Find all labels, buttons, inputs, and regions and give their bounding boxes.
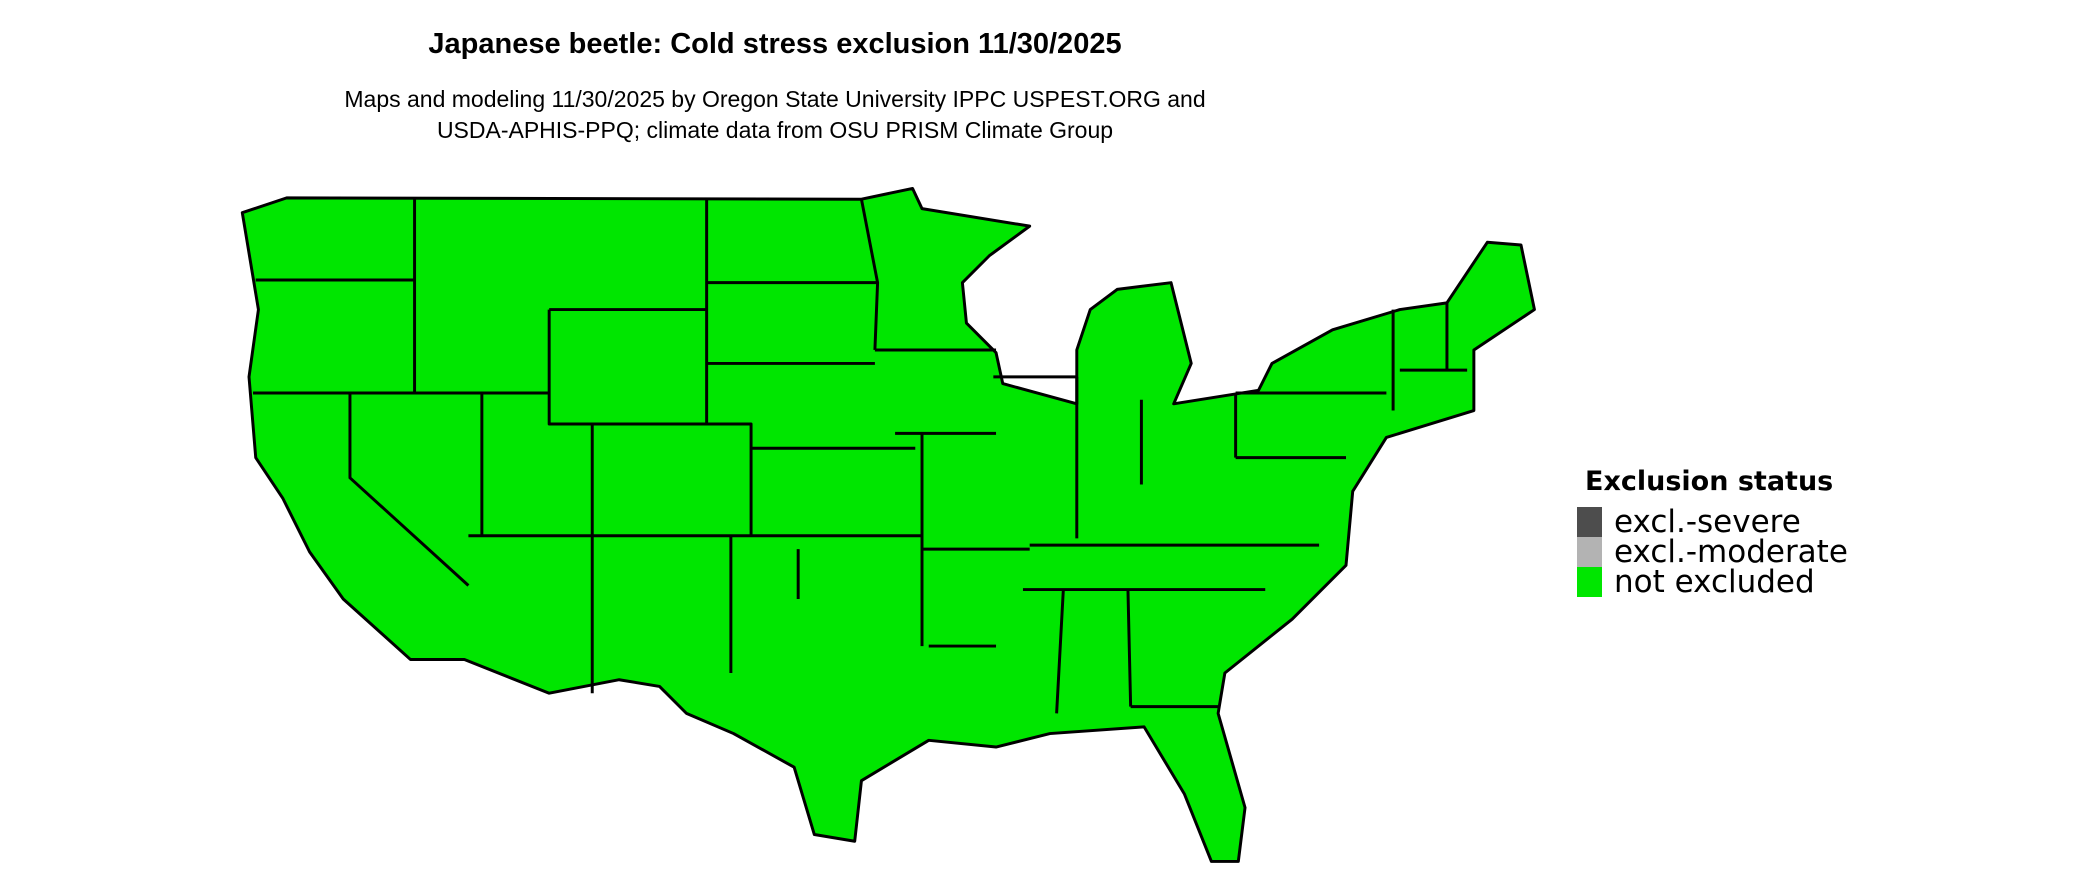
map-title: Japanese beetle: Cold stress exclusion 1… [428, 28, 1122, 60]
legend-label: excl.-moderate [1614, 534, 1848, 570]
legend-item-severe: excl.-severe [1577, 504, 1848, 540]
map-subtitle: Maps and modeling 11/30/2025 by Oregon S… [0, 84, 1550, 146]
legend-title: Exclusion status [1585, 466, 1834, 497]
subtitle-line-1: Maps and modeling 11/30/2025 by Oregon S… [344, 86, 1206, 112]
legend-label: not excluded [1614, 564, 1815, 600]
legend-label: excl.-severe [1614, 504, 1801, 540]
legend-item-moderate: excl.-moderate [1577, 534, 1848, 570]
legend: Exclusion status excl.-severe excl.-mode… [1577, 466, 1848, 600]
legend-swatch-severe [1577, 507, 1602, 537]
legend-swatch-not-excluded [1577, 567, 1602, 597]
state-borders [253, 197, 1468, 714]
us-outline [240, 186, 1536, 863]
legend-swatch-moderate [1577, 537, 1602, 567]
subtitle-line-2: USDA-APHIS-PPQ; climate data from OSU PR… [436, 117, 1114, 143]
legend-item-not-excluded: not excluded [1577, 564, 1848, 600]
